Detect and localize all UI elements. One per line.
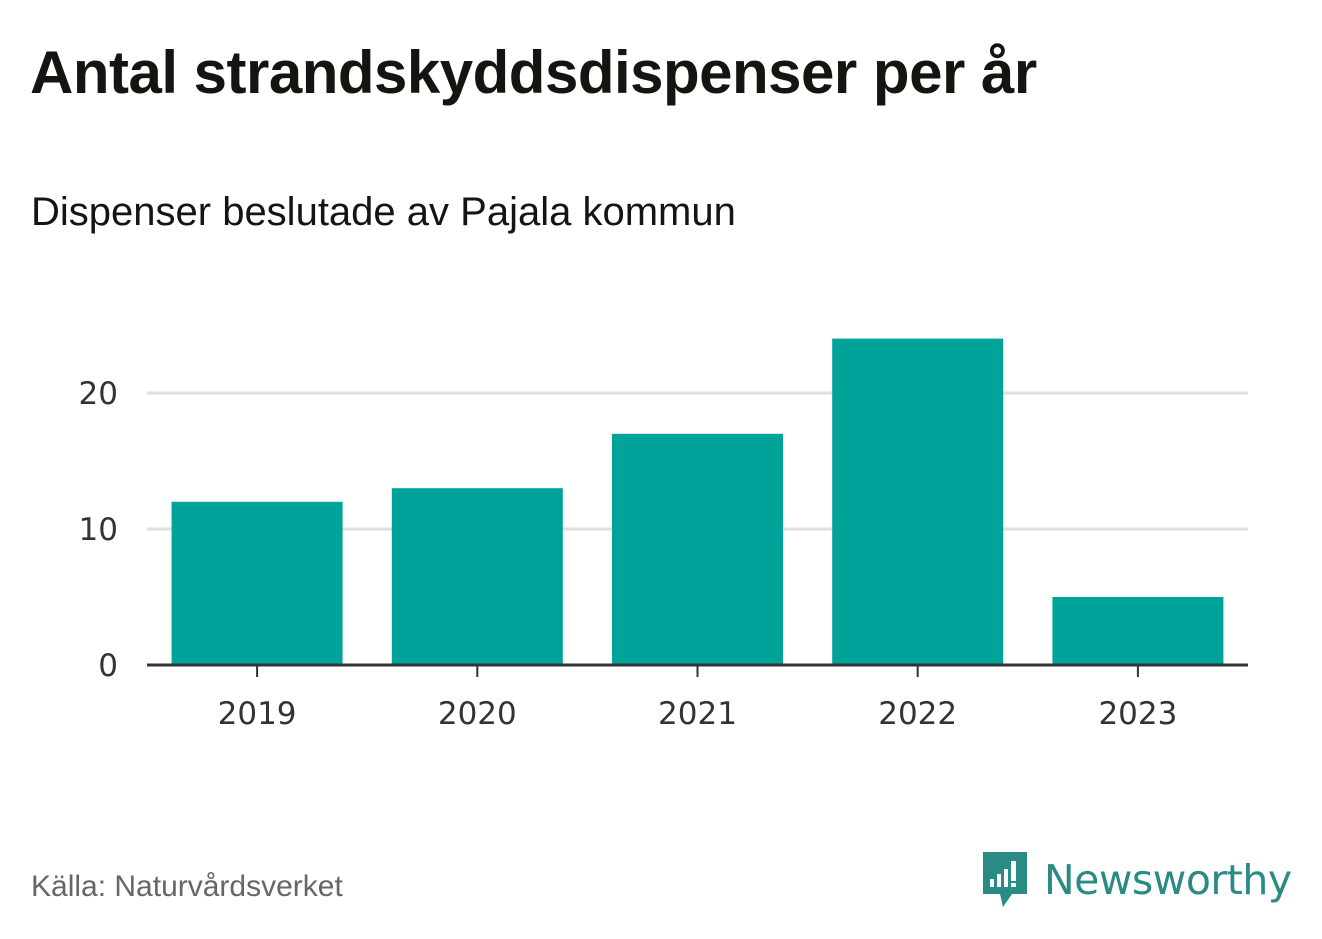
y-tick-label: 10 (79, 512, 118, 548)
bar-2022 (832, 338, 1004, 665)
x-tick-label: 2021 (658, 696, 737, 732)
x-tick-label: 2022 (878, 696, 957, 732)
brand-logo: Newsworthy (980, 848, 1292, 912)
newsworthy-logo-icon (983, 852, 1027, 907)
brand-name: Newsworthy (1044, 856, 1292, 904)
y-tick-label: 20 (79, 376, 118, 412)
x-tick-label: 2019 (218, 696, 297, 732)
bar-chart: 0 10 20 2019 2020 2021 2022 2023 (79, 338, 1248, 732)
chart-title: Antal strandskyddsdispenser per år (30, 39, 1037, 106)
bar-2021 (612, 433, 783, 665)
x-tick-label: 2023 (1098, 696, 1177, 732)
y-tick-label: 0 (98, 648, 118, 684)
bar-2023 (1052, 597, 1224, 665)
source-note: Källa: Naturvårdsverket (31, 870, 343, 903)
bar-2019 (171, 501, 343, 665)
x-tick-label: 2020 (438, 696, 517, 732)
bar-2020 (391, 488, 563, 665)
chart-subtitle: Dispenser beslutade av Pajala kommun (31, 190, 736, 234)
